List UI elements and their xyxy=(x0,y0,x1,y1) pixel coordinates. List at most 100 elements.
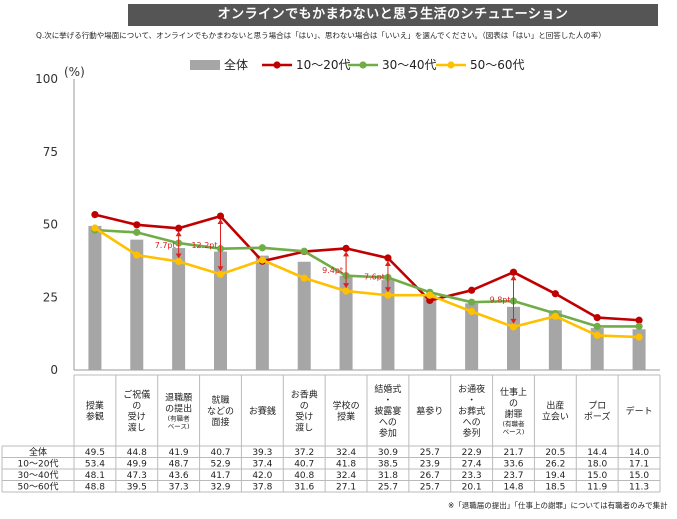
series-line-10～20代 xyxy=(94,213,640,322)
table-cell-value: 15.0 xyxy=(587,471,607,481)
table-cell-value: 25.7 xyxy=(378,483,398,493)
y-unit-label: (%) xyxy=(64,65,85,79)
table-cell-value: 47.3 xyxy=(127,471,147,481)
table-cell-value: 25.7 xyxy=(420,448,440,458)
category-label: 面接 xyxy=(211,416,229,428)
table-row-label: 30～40代 xyxy=(18,470,59,481)
point-10～20代 xyxy=(635,316,643,324)
gap-arrow-head-down xyxy=(384,287,391,293)
category-label: などの xyxy=(207,406,234,417)
point-50～60代 xyxy=(216,270,225,278)
series-line-30～40代 xyxy=(94,228,640,328)
bar-全体 xyxy=(172,248,186,370)
point-50～60代 xyxy=(509,323,518,331)
table-cell-value: 48.7 xyxy=(169,460,189,470)
category-label: への xyxy=(463,418,481,428)
question-text: Q.次に挙げる行動や場面について、オンラインでもかまわないと思う場合は「はい」、… xyxy=(36,31,606,40)
point-10～20代 xyxy=(175,224,183,232)
category-label: お通夜 xyxy=(458,383,485,395)
table-cell-value: 38.5 xyxy=(378,460,398,470)
point-10～20代 xyxy=(468,286,476,294)
table-cell-value: 41.8 xyxy=(336,460,356,470)
category-sub-label: ベース) xyxy=(503,428,525,436)
table-cell-value: 43.6 xyxy=(169,471,189,481)
table-cell-value: 40.7 xyxy=(294,460,314,470)
gap-arrow-head-down xyxy=(217,266,224,272)
category-label: 渡し xyxy=(295,422,313,434)
table-cell-value: 14.8 xyxy=(503,483,523,493)
point-50～60代 xyxy=(133,251,141,259)
category-label: の xyxy=(132,402,141,412)
table-cell-value: 15.0 xyxy=(629,471,649,481)
table-row-label: 全体 xyxy=(29,446,47,458)
category-label: 参列 xyxy=(463,427,481,439)
point-50～60代 xyxy=(91,224,99,232)
category-label: ご祝儀 xyxy=(123,389,150,401)
table-cell-value: 22.9 xyxy=(462,448,482,458)
table-cell-value: 41.7 xyxy=(210,471,230,481)
point-50～60代 xyxy=(384,291,392,299)
point-10～20代 xyxy=(509,268,518,276)
point-50～60代 xyxy=(635,333,643,341)
table-cell-value: 41.9 xyxy=(169,448,189,458)
bar-全体 xyxy=(507,306,520,370)
table-cell-value: 31.8 xyxy=(378,471,398,481)
category-label: 授業 xyxy=(86,400,104,412)
table-cell-value: 20.5 xyxy=(545,448,565,458)
category-label: 参観 xyxy=(86,411,104,423)
category-label: 参加 xyxy=(379,427,397,439)
table-cell-value: 49.9 xyxy=(127,460,147,470)
category-label: 就職 xyxy=(211,394,229,406)
point-50～60代 xyxy=(175,257,183,266)
category-label: 受け xyxy=(128,411,146,423)
table-row-label: 10～20代 xyxy=(18,459,59,470)
table-cell-value: 23.7 xyxy=(503,471,523,481)
point-10～20代 xyxy=(91,211,99,219)
gap-arrow-head-down xyxy=(175,253,182,259)
gap-arrow-head-down xyxy=(510,318,517,324)
point-10～20代 xyxy=(133,221,141,229)
point-30～40代 xyxy=(133,228,141,236)
category-label: お葬式 xyxy=(458,405,485,417)
point-10～20代 xyxy=(342,244,350,252)
table-cell-value: 39.5 xyxy=(127,483,147,493)
gap-arrow-head-up xyxy=(510,275,517,281)
point-10～20代 xyxy=(216,212,225,220)
category-sub-label: (有職者 xyxy=(502,419,525,428)
category-label: の xyxy=(509,399,518,409)
legend-marker-30～40代 xyxy=(359,61,367,69)
table-cell-value: 32.4 xyxy=(336,448,356,458)
point-50～60代 xyxy=(426,291,434,299)
point-50～60代 xyxy=(468,307,476,316)
table-cell-value: 11.9 xyxy=(587,483,607,493)
category-label: ポーズ xyxy=(584,411,611,423)
gap-annotation-label: 12.2pt xyxy=(191,241,217,250)
table-cell-value: 26.7 xyxy=(420,471,440,481)
point-50～60代 xyxy=(593,331,601,339)
gap-arrow-head-up xyxy=(175,231,182,237)
gap-arrow-head-down xyxy=(343,283,350,289)
y-tick-label: 25 xyxy=(43,290,58,304)
legend-marker-10～20代 xyxy=(273,61,281,69)
category-label: ・ xyxy=(467,396,476,406)
category-label: 退職願 xyxy=(165,393,192,404)
table-cell-value: 19.4 xyxy=(545,471,565,481)
table-cell-value: 40.7 xyxy=(210,448,230,458)
footnote: ※「退職届の提出」「仕事上の謝罪」については有職者のみで集計 xyxy=(448,501,668,510)
bar-全体 xyxy=(465,303,479,370)
table-cell-value: 48.1 xyxy=(85,471,105,481)
bar-全体 xyxy=(381,280,395,370)
table-cell-value: 23.9 xyxy=(420,460,440,470)
category-label: 渡し xyxy=(128,422,146,434)
table-cell-value: 44.8 xyxy=(127,448,147,458)
gap-annotation-label: 7.7pt xyxy=(155,241,176,250)
bar-全体 xyxy=(297,261,311,370)
table-cell-value: 48.8 xyxy=(85,483,105,493)
legend-label: 全体 xyxy=(224,57,248,72)
table-cell-value: 21.7 xyxy=(503,448,523,458)
table-cell-value: 25.7 xyxy=(420,483,440,493)
gap-arrow-head-up xyxy=(384,260,391,266)
table-cell-value: 26.2 xyxy=(545,460,565,470)
category-sub-label: (有職者 xyxy=(168,414,191,423)
legend-marker-50～60代 xyxy=(447,61,455,69)
